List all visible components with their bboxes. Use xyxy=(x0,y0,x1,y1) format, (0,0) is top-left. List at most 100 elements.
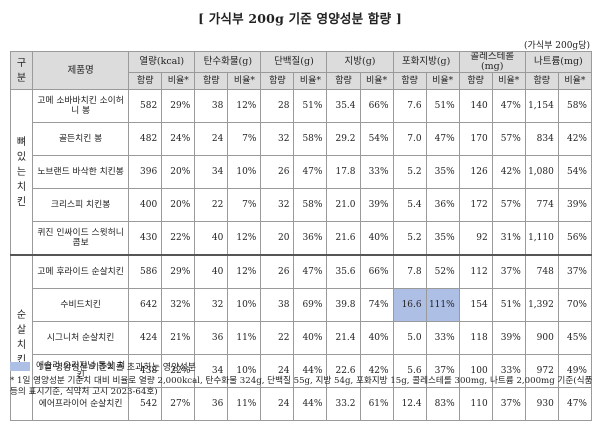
content-cell: 172 xyxy=(458,188,493,222)
ratio-cell: 74% xyxy=(359,288,394,322)
content-cell: 40 xyxy=(194,254,229,289)
ratio-cell: 22% xyxy=(161,221,196,256)
content-cell: 29.2 xyxy=(326,122,361,156)
content-cell: 7.8 xyxy=(392,254,427,289)
content-cell: 32 xyxy=(260,188,295,222)
product-name: 퀴진 인싸이드 스윗허니 콤보 xyxy=(32,221,130,256)
legend-text: 1일 영양성분 기준치를 초과하는 영양성분 xyxy=(38,363,196,373)
content-cell: 7.6 xyxy=(392,89,427,123)
ratio-cell: 37% xyxy=(491,254,526,289)
ratio-cell: 20% xyxy=(161,188,196,222)
content-cell: 430 xyxy=(128,221,163,256)
content-cell: 900 xyxy=(524,321,559,355)
product-name: 애슐리 오리지널 통살 치킨 xyxy=(32,354,130,388)
ratio-cell: 70% xyxy=(557,288,593,322)
content-subheader: 함량 xyxy=(524,72,559,90)
table-row: 노브랜드 바삭한 치킨봉 396 20% 34 10% 26 47% 17.8 33% 5.2 35… xyxy=(11,155,593,189)
product-name: 크리스피 치킨봉 xyxy=(32,188,130,222)
ratio-cell: 56% xyxy=(557,221,593,256)
product-name: 골든치킨 봉 xyxy=(32,122,130,156)
ratio-cell: 47% xyxy=(293,155,328,189)
ratio-cell: 51% xyxy=(491,288,526,322)
table-row: 퀴진 인싸이드 스윗허니 콤보 430 22% 40 12% 20 36% 21.6 40% 5.… xyxy=(11,221,593,256)
nutrient-header: 나트륨(mg) xyxy=(524,51,593,73)
ratio-cell: 20% xyxy=(161,155,196,189)
content-cell: 834 xyxy=(524,122,559,156)
group-column-header: 구분 xyxy=(9,51,34,90)
content-cell: 1,392 xyxy=(524,288,559,322)
ratio-cell: 40% xyxy=(293,321,328,355)
content-cell: 16.6 xyxy=(392,288,427,322)
content-subheader: 함량 xyxy=(128,72,163,90)
table-row: 골든치킨 봉 482 24% 24 7% 32 58% 29.2 54% 7.0 47% 170 57%… xyxy=(11,122,593,156)
nutrient-header: 단백질(g) xyxy=(260,51,328,73)
table-row: 뼈있는치킨 고메 소바바치킨 소이허니 봉 582 29% 38 12% 28 51% 35.4… xyxy=(9,89,593,256)
content-cell: 170 xyxy=(458,122,493,156)
content-cell: 21.0 xyxy=(326,188,361,222)
ratio-cell: 29% xyxy=(161,254,196,289)
ratio-subheader: 비율* xyxy=(491,72,526,90)
table-row: 시그니처 순살치킨 424 21% 36 11% 22 40% 21.4 40% 5.0 33% 11… xyxy=(11,321,593,355)
content-cell: 642 xyxy=(128,288,163,322)
product-name: 수비드치킨 xyxy=(32,288,130,322)
content-cell: 24 xyxy=(194,122,229,156)
ratio-cell: 40% xyxy=(359,221,394,256)
content-subheader: 함량 xyxy=(458,72,493,90)
ratio-cell: 12% xyxy=(227,221,262,256)
group-label: 뼈있는치킨 xyxy=(9,89,34,256)
highlight-swatch xyxy=(10,362,30,371)
content-cell: 972 xyxy=(524,354,559,388)
content-cell: 20 xyxy=(260,221,295,256)
unit-note: (가식부 200g당) xyxy=(524,41,590,51)
ratio-cell: 10% xyxy=(227,288,262,322)
ratio-subheader: 비율* xyxy=(557,72,593,90)
ratio-cell: 31% xyxy=(491,221,526,256)
ratio-cell: 42% xyxy=(491,155,526,189)
nutrition-table: 구분 제품명 열량(kcal) 탄수화물(g) 단백질(g) 지방(g) 포화지… xyxy=(9,51,593,421)
ratio-cell: 47% xyxy=(293,254,328,289)
table-row: 수비드치킨 642 32% 32 10% 38 69% 39.8 74% 16.6 111% 154 5… xyxy=(11,288,593,322)
content-cell: 482 xyxy=(128,122,163,156)
nutrient-header: 포화지방(g) xyxy=(392,51,460,73)
ratio-subheader: 비율* xyxy=(293,72,328,90)
content-cell: 21.4 xyxy=(326,321,361,355)
content-cell: 38 xyxy=(194,89,229,123)
ratio-cell: 66% xyxy=(359,254,394,289)
product-name: 시그니처 순살치킨 xyxy=(32,321,130,355)
content-cell: 586 xyxy=(128,254,163,289)
content-cell: 40 xyxy=(194,221,229,256)
content-subheader: 함량 xyxy=(326,72,361,90)
content-cell: 36 xyxy=(194,321,229,355)
content-cell: 22 xyxy=(194,188,229,222)
content-cell: 5.0 xyxy=(392,321,427,355)
ratio-subheader: 비율* xyxy=(161,72,196,90)
content-cell: 22 xyxy=(260,321,295,355)
ratio-cell: 47% xyxy=(491,89,526,123)
content-cell: 424 xyxy=(128,321,163,355)
content-cell: 35.4 xyxy=(326,89,361,123)
ratio-cell: 7% xyxy=(227,122,262,156)
ratio-subheader: 비율* xyxy=(227,72,262,90)
ratio-cell: 45% xyxy=(557,321,593,355)
ratio-cell: 58% xyxy=(557,89,593,123)
ratio-subheader: 비율* xyxy=(359,72,394,90)
ratio-cell: 7% xyxy=(227,188,262,222)
ratio-cell: 49% xyxy=(557,354,593,388)
ratio-cell: 40% xyxy=(359,321,394,355)
content-cell: 774 xyxy=(524,188,559,222)
ratio-cell: 51% xyxy=(425,89,460,123)
content-subheader: 함량 xyxy=(260,72,295,90)
product-name: 고메 후라이드 순살치킨 xyxy=(32,254,130,289)
ratio-cell: 44% xyxy=(293,354,328,388)
ratio-cell: 22% xyxy=(161,354,196,388)
content-cell: 112 xyxy=(458,254,493,289)
ratio-cell: 52% xyxy=(425,254,460,289)
product-name: 노브랜드 바삭한 치킨봉 xyxy=(32,155,130,189)
content-cell: 17.8 xyxy=(326,155,361,189)
content-cell: 154 xyxy=(458,288,493,322)
ratio-cell: 39% xyxy=(359,188,394,222)
content-cell: 396 xyxy=(128,155,163,189)
nutrient-header: 열량(kcal) xyxy=(128,51,196,73)
content-cell: 34 xyxy=(194,354,229,388)
content-cell: 32 xyxy=(194,288,229,322)
